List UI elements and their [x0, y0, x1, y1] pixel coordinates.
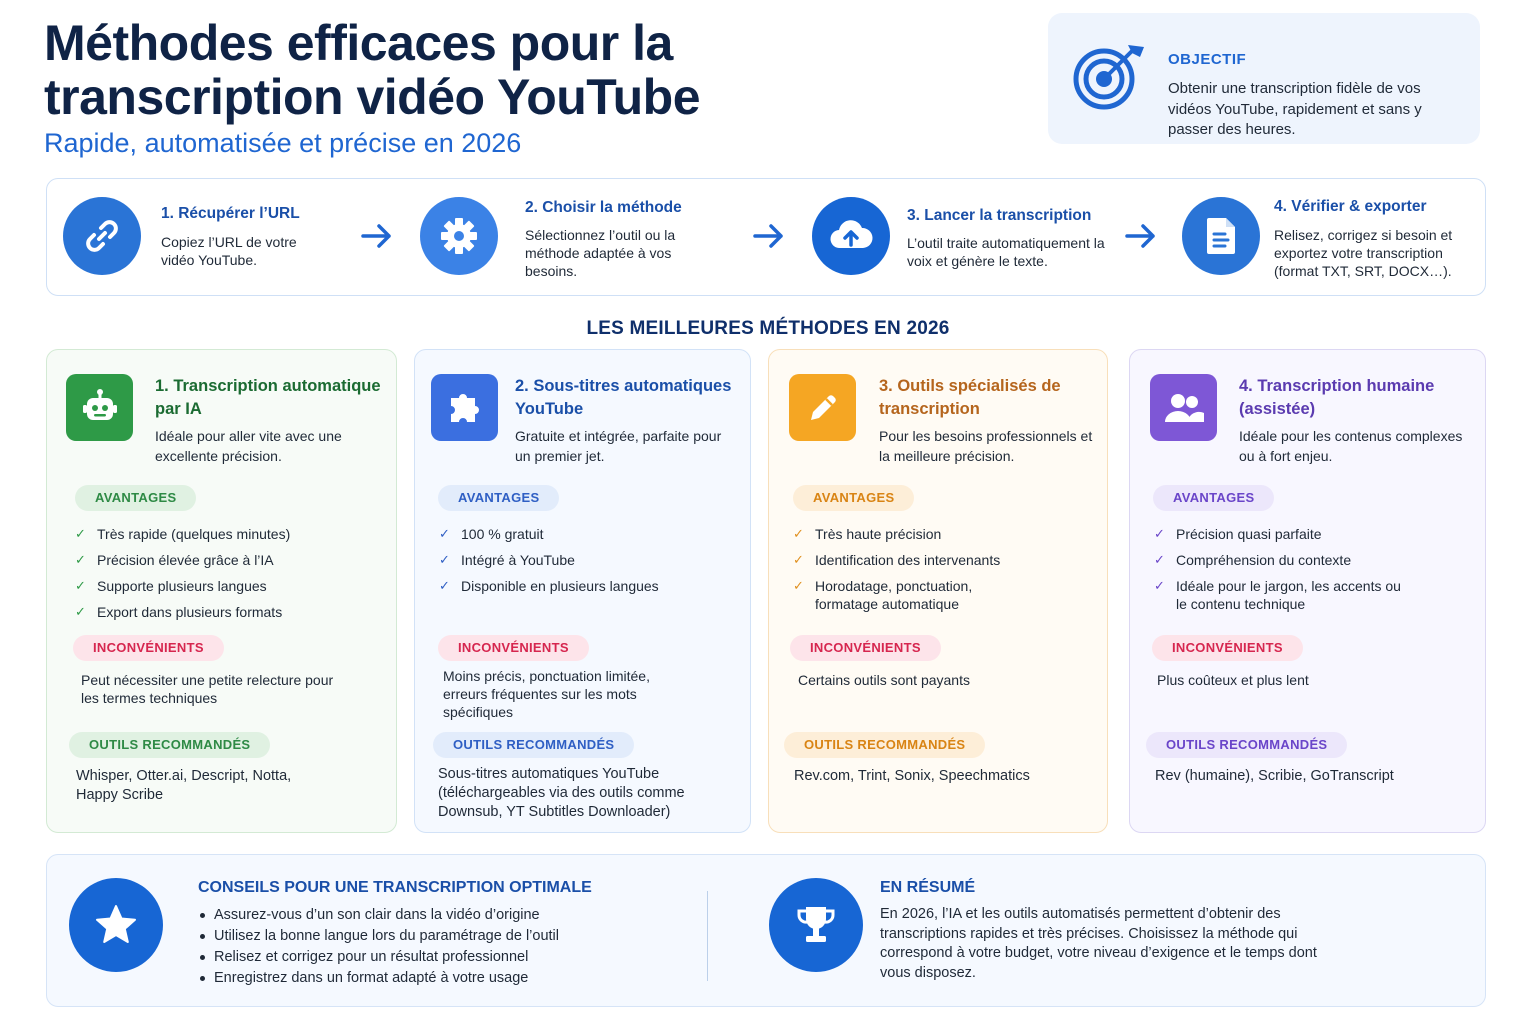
method-desc: Pour les besoins professionnels et la me… — [879, 428, 1093, 464]
list-item: ✓ Précision quasi parfaite — [1154, 526, 1322, 542]
method-desc: Gratuite et intégrée, parfaite pour un p… — [515, 428, 722, 464]
list-item: ✓ Disponible en plusieurs langues — [439, 578, 659, 594]
drawbacks-text: Plus coûteux et plus lent — [1157, 672, 1309, 688]
list-item: Enregistrez dans un format adapté à votr… — [198, 968, 638, 989]
link-icon — [63, 197, 141, 275]
drawbacks-pill: INCONVÉNIENTS — [438, 635, 589, 661]
method-card-specialized: 3. Outils spécialisés de transcription P… — [768, 349, 1108, 833]
drawbacks-text: Moins précis, ponctuation limitée, erreu… — [443, 668, 650, 720]
method-title: 1. Transcription automatique par IA — [155, 377, 381, 418]
advantages-pill: AVANTAGES — [1153, 485, 1275, 511]
method-desc: Idéale pour aller vite avec une excellen… — [155, 428, 342, 464]
list-item: ✓ Intégré à YouTube — [439, 552, 575, 568]
step-desc: Sélectionnez l’outil ou la méthode adapt… — [525, 227, 676, 279]
tools-text: Sous-titres automatiques YouTube (téléch… — [438, 766, 685, 820]
target-icon — [1070, 39, 1146, 115]
method-card-youtube: 2. Sous-titres automatiques YouTube Grat… — [414, 349, 751, 833]
list-item: ✓ Précision élevée grâce à l’IA — [75, 552, 274, 568]
drawbacks-text: Peut nécessiter une petite relecture pou… — [81, 672, 334, 706]
tools-text: Rev (humaine), Scribie, GoTranscript — [1155, 768, 1394, 784]
drawbacks-pill: INCONVÉNIENTS — [73, 635, 224, 661]
list-item: ✓ Idéale pour le jargon, les accents ou l… — [1154, 578, 1401, 612]
list-item: ✓ Très haute précision — [793, 526, 942, 542]
step-title: 1. Récupérer l’URL — [161, 205, 300, 222]
drawbacks-text: Certains outils sont payants — [798, 672, 970, 688]
puzzle-icon — [431, 374, 498, 441]
divider — [707, 891, 708, 981]
list-item: ✓ Horodatage, ponctuation, formatage auto… — [793, 578, 973, 612]
advantages-pill: AVANTAGES — [793, 485, 915, 511]
method-title: 4. Transcription humaine (assistée) — [1239, 377, 1435, 418]
arrow-right-icon — [1125, 224, 1155, 248]
method-title: 3. Outils spécialisés de transcription — [879, 377, 1061, 418]
list-item: ✓ Très rapide (quelques minutes) — [75, 526, 291, 542]
tools-pill: OUTILS RECOMMANDÉS — [1146, 732, 1348, 758]
tools-pill: OUTILS RECOMMANDÉS — [784, 732, 986, 758]
steps-panel: 1. Récupérer l’URL Copiez l’URL de votre… — [46, 178, 1486, 296]
tips-title: CONSEILS POUR UNE TRANSCRIPTION OPTIMALE — [198, 879, 592, 896]
people-icon — [1150, 374, 1217, 441]
summary-title: EN RÉSUMÉ — [880, 879, 976, 896]
step-title: 2. Choisir la méthode — [525, 199, 682, 216]
advantages-list: ✓ 100 % gratuit ✓ Intégré à YouTube ✓ Dispo… — [439, 525, 729, 603]
drawbacks-pill: INCONVÉNIENTS — [1152, 635, 1303, 661]
section-title: LES MEILLEURES MÉTHODES EN 2026 — [586, 318, 950, 339]
list-item: Relisez et corrigez pour un résultat pro… — [198, 947, 638, 968]
advantages-list: ✓ Très haute précision ✓ Identification de… — [793, 525, 1073, 621]
robot-icon — [66, 374, 133, 441]
advantages-list: ✓ Très rapide (quelques minutes) ✓ Précisi… — [75, 525, 375, 629]
objective-box: OBJECTIF Obtenir une transcription fidèl… — [1048, 13, 1480, 144]
step-desc: Copiez l’URL de votre vidéo YouTube. — [161, 234, 297, 268]
step-1: 1. Récupérer l’URL Copiez l’URL de votre… — [63, 179, 363, 297]
tools-text: Whisper, Otter.ai, Descript, Notta, Happ… — [76, 768, 292, 803]
step-3: 3. Lancer la transcription L’outil trait… — [812, 179, 1122, 297]
method-desc: Idéale pour les contenus complexes ou à … — [1239, 428, 1463, 464]
step-4: 4. Vérifier & exporter Relisez, corrigez… — [1182, 179, 1482, 297]
advantages-list: ✓ Précision quasi parfaite ✓ Compréhension… — [1154, 525, 1454, 621]
tips-list: Assurez-vous d’un son clair dans la vidé… — [198, 905, 638, 989]
page-title: Méthodes efficaces pour la transcription… — [44, 15, 701, 125]
arrow-right-icon — [753, 224, 783, 248]
list-item: Assurez-vous d’un son clair dans la vidé… — [198, 905, 638, 926]
objective-text: Obtenir une transcription fidèle de vos … — [1168, 80, 1422, 138]
list-item: ✓ 100 % gratuit — [439, 526, 544, 542]
advantages-pill: AVANTAGES — [438, 485, 560, 511]
tools-pill: OUTILS RECOMMANDÉS — [433, 732, 635, 758]
step-2: 2. Choisir la méthode Sélectionnez l’out… — [420, 179, 750, 297]
trophy-icon — [769, 878, 863, 972]
star-icon — [69, 878, 163, 972]
objective-label: OBJECTIF — [1168, 51, 1247, 68]
list-item: ✓ Compréhension du contexte — [1154, 552, 1352, 568]
arrow-right-icon — [361, 224, 391, 248]
bottom-panel: CONSEILS POUR UNE TRANSCRIPTION OPTIMALE… — [46, 854, 1486, 1007]
drawbacks-pill: INCONVÉNIENTS — [790, 635, 941, 661]
method-card-human: 4. Transcription humaine (assistée) Idéa… — [1129, 349, 1486, 833]
tools-pill: OUTILS RECOMMANDÉS — [69, 732, 271, 758]
document-icon — [1182, 197, 1260, 275]
step-desc: Relisez, corrigez si besoin et exportez … — [1274, 227, 1453, 279]
method-card-ai: 1. Transcription automatique par IA Idéa… — [46, 349, 397, 833]
method-title: 2. Sous-titres automatiques YouTube — [515, 377, 732, 418]
tools-text: Rev.com, Trint, Sonix, Speechmatics — [794, 768, 1030, 784]
summary-text: En 2026, l’IA et les outils automatisés … — [880, 906, 1317, 981]
pencil-icon — [789, 374, 856, 441]
list-item: ✓ Supporte plusieurs langues — [75, 578, 267, 594]
advantages-pill: AVANTAGES — [75, 485, 197, 511]
cloud-upload-icon — [812, 197, 890, 275]
page-subtitle: Rapide, automatisée et précise en 2026 — [44, 128, 522, 158]
step-desc: L’outil traite automatiquement la voix e… — [907, 235, 1105, 269]
step-title: 3. Lancer la transcription — [907, 207, 1092, 224]
list-item: ✓ Identification des intervenants — [793, 552, 1001, 568]
list-item: Utilisez la bonne langue lors du paramét… — [198, 926, 638, 947]
step-title: 4. Vérifier & exporter — [1274, 198, 1427, 215]
gear-icon — [420, 197, 498, 275]
list-item: ✓ Export dans plusieurs formats — [75, 604, 283, 620]
